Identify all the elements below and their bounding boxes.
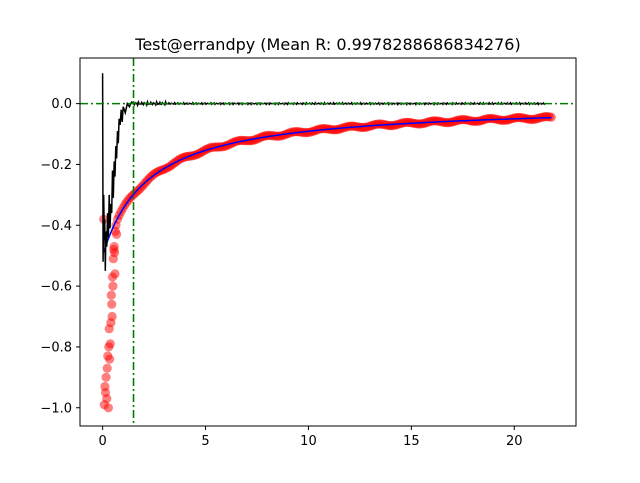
- scatter-point: [107, 311, 117, 322]
- scatter-point: [107, 299, 117, 309]
- y-tick-label: 0.0: [51, 97, 72, 112]
- scatter-point: [105, 339, 115, 349]
- y-tick-label: −0.4: [40, 219, 72, 234]
- x-tick-label: 0: [98, 434, 106, 449]
- fit-line: [102, 116, 552, 253]
- y-tick-label: −0.8: [40, 340, 72, 355]
- scatter-point: [103, 403, 113, 413]
- scatter-point: [546, 112, 556, 122]
- scatter-point: [106, 290, 116, 300]
- scatter-point: [102, 363, 112, 373]
- scatter-point: [110, 269, 120, 279]
- x-tick-label: 15: [403, 434, 420, 449]
- scatter-point: [112, 229, 122, 239]
- axes: 0 5 10 15 20 0.0 −0.2 −0.4 −0.6 −0.8 −1.0: [40, 57, 577, 449]
- chart-title: Test@errandpy (Mean R: 0.997828868683427…: [134, 35, 520, 54]
- scatter-point: [105, 354, 115, 364]
- data-layer: [99, 73, 556, 413]
- y-tick-label: −0.2: [40, 158, 72, 173]
- x-tick-label: 10: [300, 434, 317, 449]
- axes-frame: [79, 57, 577, 427]
- scatter-point: [101, 372, 111, 382]
- reference-lines: [80, 58, 576, 426]
- y-tick-label: −0.6: [40, 280, 72, 295]
- x-tick-label: 20: [506, 434, 523, 449]
- scatter-point: [108, 281, 118, 291]
- y-tick-label: −1.0: [40, 401, 72, 416]
- x-tick-label: 5: [201, 434, 209, 449]
- scatter-point: [102, 394, 112, 404]
- scatter-point: [110, 248, 120, 258]
